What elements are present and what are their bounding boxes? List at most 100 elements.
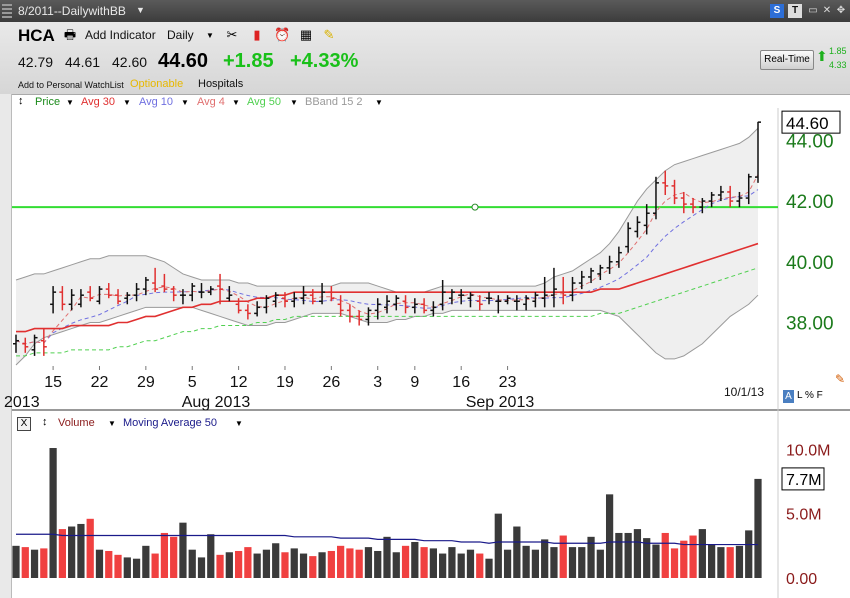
bar-chart-icon[interactable]: ▮ — [253, 27, 261, 42]
price-bar — [40, 328, 47, 356]
minimize-icon[interactable]: ▭ — [808, 5, 818, 16]
legend-avg30[interactable]: Avg 30 — [81, 96, 116, 108]
legend-avg4[interactable]: Avg 4 — [197, 96, 225, 108]
drawing-tools-icon[interactable]: ✂ — [226, 27, 238, 42]
volume-bar — [12, 545, 20, 578]
x-axis-end-date: 10/1/13 — [724, 385, 764, 399]
scale-a-button[interactable]: A — [783, 390, 794, 403]
price-bar — [105, 283, 112, 299]
price-bar — [615, 246, 622, 268]
volume-bar — [698, 529, 706, 578]
change-value: +1.85 — [223, 50, 274, 72]
legend-avg10[interactable]: Avg 10 — [139, 96, 174, 108]
volume-bar — [503, 549, 512, 578]
legend-price-chevron-icon[interactable]: ▼ — [66, 98, 74, 107]
price-bar — [384, 295, 390, 314]
volume-bar — [670, 548, 679, 578]
window-title[interactable]: 8/2011--DailywithBB — [18, 4, 126, 18]
price-bar — [745, 173, 752, 205]
legend-bband-chevron-icon[interactable]: ▼ — [375, 98, 383, 107]
watchlist-link[interactable]: Add to Personal WatchList — [18, 80, 124, 90]
realtime-button[interactable]: Real-Time — [760, 50, 814, 70]
volume-bar — [522, 545, 530, 578]
volume-legend-volume[interactable]: Volume — [58, 417, 95, 429]
volume-bar — [225, 552, 233, 578]
volume-bar — [652, 544, 660, 578]
move-icon[interactable]: ✥ — [836, 5, 846, 16]
x-axis-day-label: 9 — [410, 374, 419, 391]
price-bar — [50, 286, 57, 314]
volume-chevron-icon[interactable]: ▼ — [108, 419, 116, 428]
drag-grip-icon[interactable] — [2, 4, 12, 18]
price-bar — [560, 276, 567, 305]
left-scroll-strip[interactable] — [0, 94, 12, 598]
symbol-label[interactable]: HCA — [18, 26, 55, 45]
period-dropdown[interactable]: Daily — [167, 28, 194, 42]
period-chevron-icon[interactable]: ▼ — [206, 31, 214, 40]
legend-price[interactable]: Price — [35, 96, 61, 108]
price-bar — [634, 216, 641, 238]
x-axis-day-label: 5 — [188, 374, 197, 391]
s-badge-icon[interactable]: S — [770, 4, 784, 18]
volume-close-button[interactable]: X — [17, 417, 31, 431]
price-axis-label: 38.00 — [786, 314, 834, 335]
chart-toolbar: HCA 🖶 Add Indicator Daily ▼ ✂ ▮ ⏰ ▦ ✎ 42… — [0, 22, 850, 95]
volume-ma50-line — [16, 533, 758, 546]
price-bar — [68, 289, 75, 311]
volume-bar — [708, 544, 716, 578]
volume-bar — [494, 513, 502, 578]
price-axis-label: 44.00 — [786, 131, 834, 152]
price-bar — [115, 289, 122, 305]
legend-avg30-chevron-icon[interactable]: ▼ — [123, 98, 131, 107]
title-dropdown-icon[interactable]: ▼ — [136, 5, 145, 15]
volume-bar — [513, 526, 521, 578]
price-bar — [643, 204, 650, 235]
legend-avg50[interactable]: Avg 50 — [247, 96, 282, 108]
scale-options[interactable]: L % F — [797, 390, 823, 401]
table-icon[interactable]: ▦ — [299, 27, 313, 42]
price-bar — [337, 295, 344, 317]
price-bar — [281, 292, 288, 308]
t-badge-icon[interactable]: T — [788, 4, 802, 18]
volume-bar — [299, 553, 308, 578]
legend-avg10-chevron-icon[interactable]: ▼ — [181, 98, 189, 107]
volume-bar — [86, 518, 94, 578]
price-bar — [430, 301, 437, 317]
price-bar — [31, 334, 38, 356]
legend-move-icon[interactable]: ↕ — [18, 95, 24, 107]
legend-avg4-chevron-icon[interactable]: ▼ — [232, 98, 240, 107]
price-bar — [170, 286, 177, 302]
volume-bar — [327, 550, 335, 578]
volume-bar — [754, 478, 762, 578]
x-axis-day-label: 15 — [44, 374, 62, 391]
volume-bar — [21, 547, 29, 578]
open-value: 42.79 — [18, 54, 54, 70]
price-bar — [504, 295, 511, 305]
price-bar — [217, 273, 224, 305]
legend-avg50-chevron-icon[interactable]: ▼ — [290, 98, 298, 107]
close-icon[interactable]: ✕ — [822, 5, 832, 16]
note-icon[interactable]: ✎ — [323, 27, 335, 42]
price-bar — [189, 283, 196, 302]
legend-bband[interactable]: BBand 15 2 — [305, 96, 363, 108]
price-bar — [87, 286, 94, 302]
volume-bar — [337, 545, 345, 578]
printer-icon[interactable]: 🖶 — [63, 27, 77, 42]
volume-bar — [30, 549, 39, 578]
volume-move-icon[interactable]: ↕ — [42, 416, 48, 428]
ma-chevron-icon[interactable]: ▼ — [235, 419, 243, 428]
add-indicator-button[interactable]: Add Indicator — [85, 28, 156, 42]
volume-bar — [643, 538, 651, 578]
volume-bar — [40, 548, 48, 578]
price-bar — [244, 304, 251, 320]
volume-legend-ma[interactable]: Moving Average 50 — [123, 417, 217, 429]
volume-current-box — [781, 467, 825, 491]
price-bar — [625, 222, 632, 253]
pencil-icon[interactable]: ✎ — [835, 372, 846, 386]
price-bar — [226, 286, 233, 302]
volume-bar — [290, 548, 298, 578]
volume-bar — [420, 547, 428, 578]
alarm-clock-icon[interactable]: ⏰ — [274, 27, 291, 42]
x-axis-day-label: 22 — [91, 374, 109, 391]
